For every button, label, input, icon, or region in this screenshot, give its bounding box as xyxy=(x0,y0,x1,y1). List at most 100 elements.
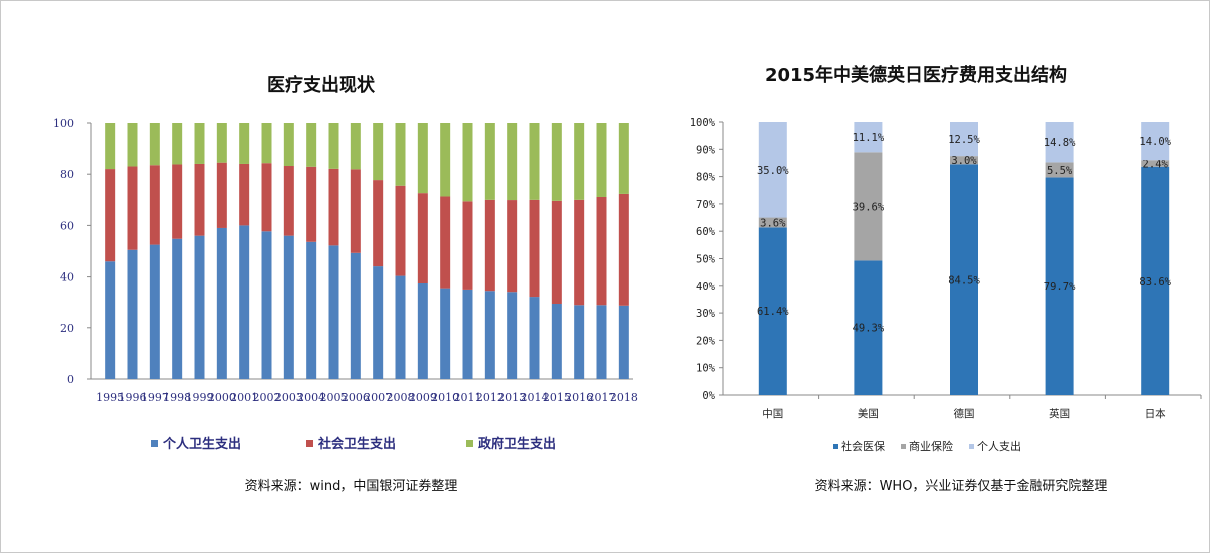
left-bar-segment xyxy=(239,225,250,379)
left-bar-segment xyxy=(507,123,518,201)
left-bar-segment xyxy=(306,166,317,242)
right-legend-label: 商业保险 xyxy=(909,439,953,453)
right-data-label: 39.6% xyxy=(853,201,885,213)
left-bar-segment xyxy=(574,305,585,379)
right-y-tick-label: 10% xyxy=(696,363,716,375)
left-bar-segment xyxy=(462,201,473,290)
left-legend-swatch xyxy=(151,440,158,447)
right-bar-segment xyxy=(758,122,787,218)
left-bar-segment xyxy=(618,305,629,379)
left-bar-segment xyxy=(417,193,428,283)
left-bar-segment xyxy=(440,123,451,197)
left-bar-segment xyxy=(216,227,227,379)
left-bar-segment xyxy=(618,193,629,306)
left-bar-segment xyxy=(261,163,272,232)
left-bar-segment xyxy=(440,196,451,289)
right-data-label: 3.0% xyxy=(951,155,977,167)
right-legend-label: 个人支出 xyxy=(977,439,1021,453)
left-x-tick-label: 2016 xyxy=(565,391,593,404)
left-x-tick-label: 1998 xyxy=(163,391,191,404)
left-bar-segment xyxy=(105,123,116,170)
left-x-tick-label: 2011 xyxy=(454,391,482,404)
left-bar-segment xyxy=(105,169,116,262)
left-bar-segment xyxy=(149,123,160,166)
left-bar-segment xyxy=(239,163,250,226)
left-bar-segment xyxy=(596,196,607,306)
right-x-tick-label: 德国 xyxy=(954,407,975,420)
left-bar-segment xyxy=(127,166,138,250)
left-x-tick-label: 1996 xyxy=(119,391,147,404)
left-bar-segment xyxy=(507,200,518,293)
right-x-tick-label: 中国 xyxy=(762,407,783,420)
right-bar-segment xyxy=(758,227,787,395)
left-x-tick-label: 2013 xyxy=(498,391,526,404)
left-bar-segment xyxy=(551,200,562,304)
left-bar-segment xyxy=(105,261,116,379)
left-bar-segment xyxy=(283,123,294,167)
left-x-tick-label: 2010 xyxy=(431,391,459,404)
right-y-tick-label: 40% xyxy=(696,281,716,293)
left-x-tick-label: 2006 xyxy=(342,391,370,404)
right-bar-segment xyxy=(1045,177,1074,395)
right-y-tick-label: 20% xyxy=(696,335,716,347)
left-bar-segment xyxy=(574,123,585,200)
left-bar-segment xyxy=(462,289,473,379)
left-bar-segment xyxy=(194,163,205,236)
left-x-tick-label: 2014 xyxy=(521,391,549,404)
right-y-tick-label: 60% xyxy=(696,226,716,238)
left-bar-segment xyxy=(529,199,540,298)
left-y-tick-label: 100 xyxy=(53,117,74,130)
right-bar-segment xyxy=(1045,162,1074,178)
right-bar-segment xyxy=(758,217,787,228)
left-bar-segment xyxy=(484,291,495,379)
right-bar-segment xyxy=(950,122,978,157)
left-bar-segment xyxy=(350,123,361,170)
left-bar-segment xyxy=(239,123,250,164)
left-bar-segment xyxy=(551,303,562,379)
left-x-tick-label: 2017 xyxy=(588,391,616,404)
left-y-tick-label: 60 xyxy=(60,219,74,232)
right-chart-panel: 2015年中美德英日医疗费用支出结构 0% 10% 20% 30% 40% 50% 60% 7… xyxy=(601,1,1210,554)
left-bar-segment xyxy=(417,123,428,194)
right-y-tick-label: 50% xyxy=(696,254,716,266)
right-y-tick-label: 80% xyxy=(696,172,716,184)
left-bar-segment xyxy=(328,245,339,379)
left-chart-title: 医疗支出现状 xyxy=(267,75,375,96)
left-bar-segment xyxy=(149,244,160,379)
left-legend-label: 个人卫生支出 xyxy=(162,436,241,452)
left-bar-segment xyxy=(194,235,205,379)
right-data-label: 83.6% xyxy=(1139,276,1171,288)
left-bar-segment xyxy=(373,266,384,379)
left-bar-segment xyxy=(417,283,428,379)
left-bar-segment xyxy=(216,123,227,163)
left-bar-segment xyxy=(149,165,160,245)
left-bar-segment xyxy=(596,123,607,197)
left-bar-segment xyxy=(194,123,205,164)
right-data-label: 49.3% xyxy=(853,323,885,335)
right-legend-swatch xyxy=(969,444,974,449)
left-x-tick-label: 2003 xyxy=(275,391,303,404)
left-bar-segment xyxy=(283,235,294,379)
left-bar-segment xyxy=(618,123,629,194)
right-y-tick-label: 0% xyxy=(702,390,715,402)
left-x-tick-label: 1995 xyxy=(96,391,124,404)
right-y-tick-label: 30% xyxy=(696,308,716,320)
left-x-tick-label: 1999 xyxy=(186,391,214,404)
right-x-tick-label: 美国 xyxy=(858,407,879,420)
left-chart-panel: 医疗支出现状 0 20 40 60 80 100 1995 1996 1997 1998 1999 2… xyxy=(1,1,638,554)
left-chart-svg: 0 20 40 60 80 100 1995199619971998199920002001… xyxy=(53,117,638,452)
right-data-label: 84.5% xyxy=(948,275,980,287)
right-data-label: 5.5% xyxy=(1047,165,1073,177)
left-bar-segment xyxy=(574,199,585,306)
right-data-label: 3.6% xyxy=(760,217,786,229)
left-x-tick-label: 2002 xyxy=(253,391,281,404)
left-bar-segment xyxy=(306,123,317,167)
right-data-label: 14.8% xyxy=(1044,137,1076,149)
left-x-tick-label: 2001 xyxy=(230,391,258,404)
left-y-tick-label: 40 xyxy=(60,271,74,284)
right-bar-segment xyxy=(1045,122,1074,163)
left-bar-segment xyxy=(306,241,317,379)
left-x-tick-label: 2012 xyxy=(476,391,504,404)
right-chart-title: 2015年中美德英日医疗费用支出结构 xyxy=(764,65,1068,86)
left-x-tick-label: 2007 xyxy=(364,391,392,404)
